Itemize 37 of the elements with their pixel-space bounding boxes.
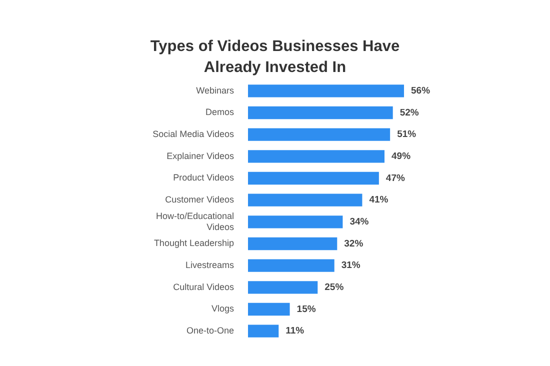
data-label: 31%	[341, 260, 361, 272]
bar	[248, 84, 404, 98]
bar	[248, 324, 279, 338]
y-tick-label: One-to-One	[186, 326, 234, 336]
y-tick-label: How-to/Educational Videos	[156, 211, 234, 232]
data-label: 56%	[411, 86, 431, 97]
bar	[248, 302, 290, 316]
data-label: 47%	[386, 172, 406, 184]
data-label: 15%	[296, 304, 316, 315]
y-tick-label: Demos	[205, 107, 234, 118]
bar	[248, 259, 334, 272]
bar	[248, 106, 393, 120]
data-label: 49%	[392, 151, 412, 162]
data-label: 32%	[344, 238, 364, 250]
chart-title: Types of Videos Businesses Have Already Invested In	[149, 37, 401, 78]
y-tick-label: Social Media Videos	[152, 129, 234, 140]
bar	[248, 172, 379, 185]
bar	[248, 128, 390, 141]
data-label: 25%	[324, 282, 344, 294]
y-tick-label: Vlogs	[211, 304, 234, 314]
data-label: 51%	[397, 129, 417, 140]
y-tick-label: Cultural Videos	[173, 282, 234, 292]
bar	[248, 150, 384, 163]
bar	[248, 281, 318, 294]
y-tick-label: Thought Leadership	[154, 238, 234, 248]
y-tick-label: Customer Videos	[165, 194, 234, 205]
y-tick-label: Product Videos	[173, 172, 234, 183]
y-tick-label: Explainer Videos	[166, 150, 234, 161]
bar	[248, 216, 343, 228]
data-label: 11%	[286, 326, 305, 337]
y-tick-label: Livestreams	[185, 260, 234, 270]
data-label: 34%	[350, 216, 370, 228]
y-tick-label: Webinars	[196, 85, 234, 96]
bar	[248, 194, 362, 206]
data-label: 52%	[400, 107, 420, 118]
data-label: 41%	[369, 194, 389, 206]
bar	[248, 237, 338, 250]
